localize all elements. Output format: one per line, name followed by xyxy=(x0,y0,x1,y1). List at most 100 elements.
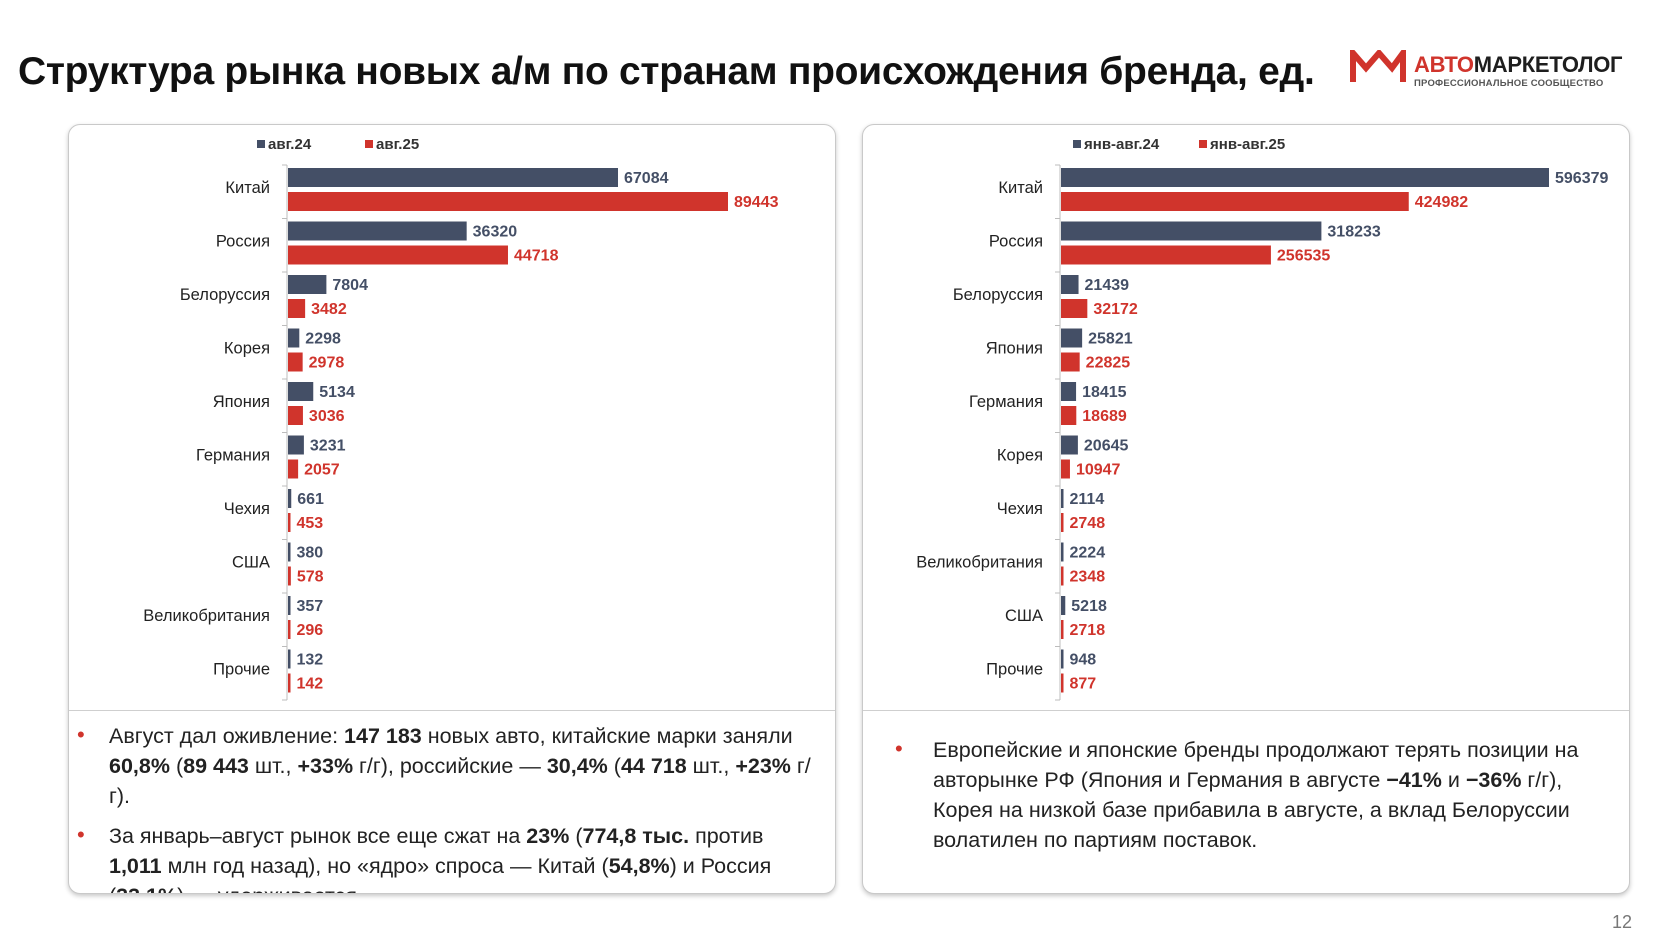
legend-label: авг.25 xyxy=(376,136,419,153)
data-label: 3036 xyxy=(309,408,345,425)
category-label: Япония xyxy=(986,340,1043,358)
bar xyxy=(288,406,303,425)
data-label: 89443 xyxy=(734,194,779,211)
legend-swatch xyxy=(1073,140,1081,148)
data-label: 67084 xyxy=(624,170,669,187)
bar xyxy=(1061,649,1064,669)
legend-label: авг.24 xyxy=(268,136,312,153)
bar xyxy=(288,435,304,455)
data-label: 453 xyxy=(297,515,324,532)
logo-mark-icon xyxy=(1350,50,1406,82)
data-label: 318233 xyxy=(1327,224,1380,241)
bar xyxy=(1061,596,1066,615)
category-label: Прочие xyxy=(986,661,1043,679)
category-label: Корея xyxy=(224,340,270,358)
data-label: 380 xyxy=(297,545,324,562)
data-label: 3482 xyxy=(311,301,347,318)
category-label: Китай xyxy=(225,179,270,197)
data-label: 2224 xyxy=(1070,545,1106,562)
bar xyxy=(1061,299,1088,318)
category-label: США xyxy=(1005,607,1043,625)
category-label: США xyxy=(232,554,270,572)
category-label: Корея xyxy=(997,447,1043,465)
category-label: Белоруссия xyxy=(180,286,270,304)
bar xyxy=(288,542,291,562)
bar xyxy=(1061,221,1322,241)
legend-label: янв-авг.24 xyxy=(1084,136,1160,153)
bar xyxy=(288,513,291,532)
bar xyxy=(288,192,728,211)
data-label: 596379 xyxy=(1555,170,1608,187)
data-label: 5134 xyxy=(319,384,355,401)
bar xyxy=(1061,459,1070,479)
note-bullet: Европейские и японские бренды продолжают… xyxy=(895,734,1609,855)
data-label: 2298 xyxy=(305,331,341,348)
data-label: 256535 xyxy=(1277,248,1330,265)
legend-swatch xyxy=(365,140,373,148)
category-label: Белоруссия xyxy=(953,286,1043,304)
bar xyxy=(288,596,291,615)
legend-label: янв-авг.25 xyxy=(1210,136,1285,153)
logo-name: АВТОМАРКЕТОЛОГ xyxy=(1414,52,1623,78)
data-label: 44718 xyxy=(514,248,559,265)
bar xyxy=(288,168,619,187)
category-label: Германия xyxy=(969,393,1043,411)
note-bullet: Август дал оживление: 147 183 новых авто… xyxy=(77,720,821,811)
data-label: 20645 xyxy=(1084,438,1129,455)
category-label: Китай xyxy=(998,179,1043,197)
notes-ytd: Европейские и японские бренды продолжают… xyxy=(863,710,1629,893)
bar xyxy=(1061,192,1409,211)
legend-swatch xyxy=(257,140,265,148)
bar xyxy=(1061,542,1064,562)
data-label: 948 xyxy=(1070,652,1097,669)
category-label: Прочие xyxy=(213,661,270,679)
data-label: 36320 xyxy=(473,224,518,241)
bar xyxy=(288,299,306,318)
chart-panel-monthly: авг.24 авг.25 Китай 67084 89443 Россия 36320 44… xyxy=(68,124,836,894)
category-label: Чехия xyxy=(997,500,1043,518)
category-label: Россия xyxy=(216,233,270,251)
bar xyxy=(1061,275,1079,294)
data-label: 296 xyxy=(297,622,324,639)
data-label: 10947 xyxy=(1076,462,1121,479)
logo-subtitle: ПРОФЕССИОНАЛЬНОЕ СООБЩЕСТВО xyxy=(1414,78,1604,89)
data-label: 2057 xyxy=(304,462,340,479)
data-label: 357 xyxy=(297,598,324,615)
logo-name-rest: МАРКЕТОЛОГ xyxy=(1473,52,1623,77)
bar xyxy=(288,649,291,669)
data-label: 142 xyxy=(297,676,324,693)
bar xyxy=(1061,435,1078,455)
bar xyxy=(288,382,314,401)
bar xyxy=(288,328,300,348)
legend-swatch xyxy=(1199,140,1207,148)
category-label: Япония xyxy=(213,393,270,411)
logo-name-accent: АВТО xyxy=(1414,52,1474,77)
data-label: 578 xyxy=(297,569,324,586)
data-label: 661 xyxy=(297,491,324,508)
bar xyxy=(1061,328,1083,348)
note-bullet: За январь–август рынок все еще сжат на 2… xyxy=(77,820,821,893)
data-label: 21439 xyxy=(1085,277,1130,294)
page-number: 12 xyxy=(1612,912,1633,932)
notes-monthly: Август дал оживление: 147 183 новых авто… xyxy=(69,710,835,893)
data-label: 2114 xyxy=(1070,491,1105,508)
bar xyxy=(1061,566,1064,586)
data-label: 2348 xyxy=(1070,569,1106,586)
category-label: Великобритания xyxy=(916,554,1043,572)
data-label: 22825 xyxy=(1086,355,1131,372)
bar xyxy=(1061,620,1064,639)
bar xyxy=(288,275,327,294)
data-label: 7804 xyxy=(332,277,368,294)
data-label: 3231 xyxy=(310,438,346,455)
bar xyxy=(288,459,299,479)
data-label: 877 xyxy=(1070,676,1097,693)
bar xyxy=(1061,382,1077,401)
bar xyxy=(1061,352,1080,372)
bar xyxy=(1061,245,1271,265)
bar xyxy=(288,245,508,265)
bar xyxy=(288,221,467,241)
bar xyxy=(1061,489,1064,508)
data-label: 132 xyxy=(297,652,324,669)
bar xyxy=(288,673,291,693)
data-label: 5218 xyxy=(1071,598,1107,615)
